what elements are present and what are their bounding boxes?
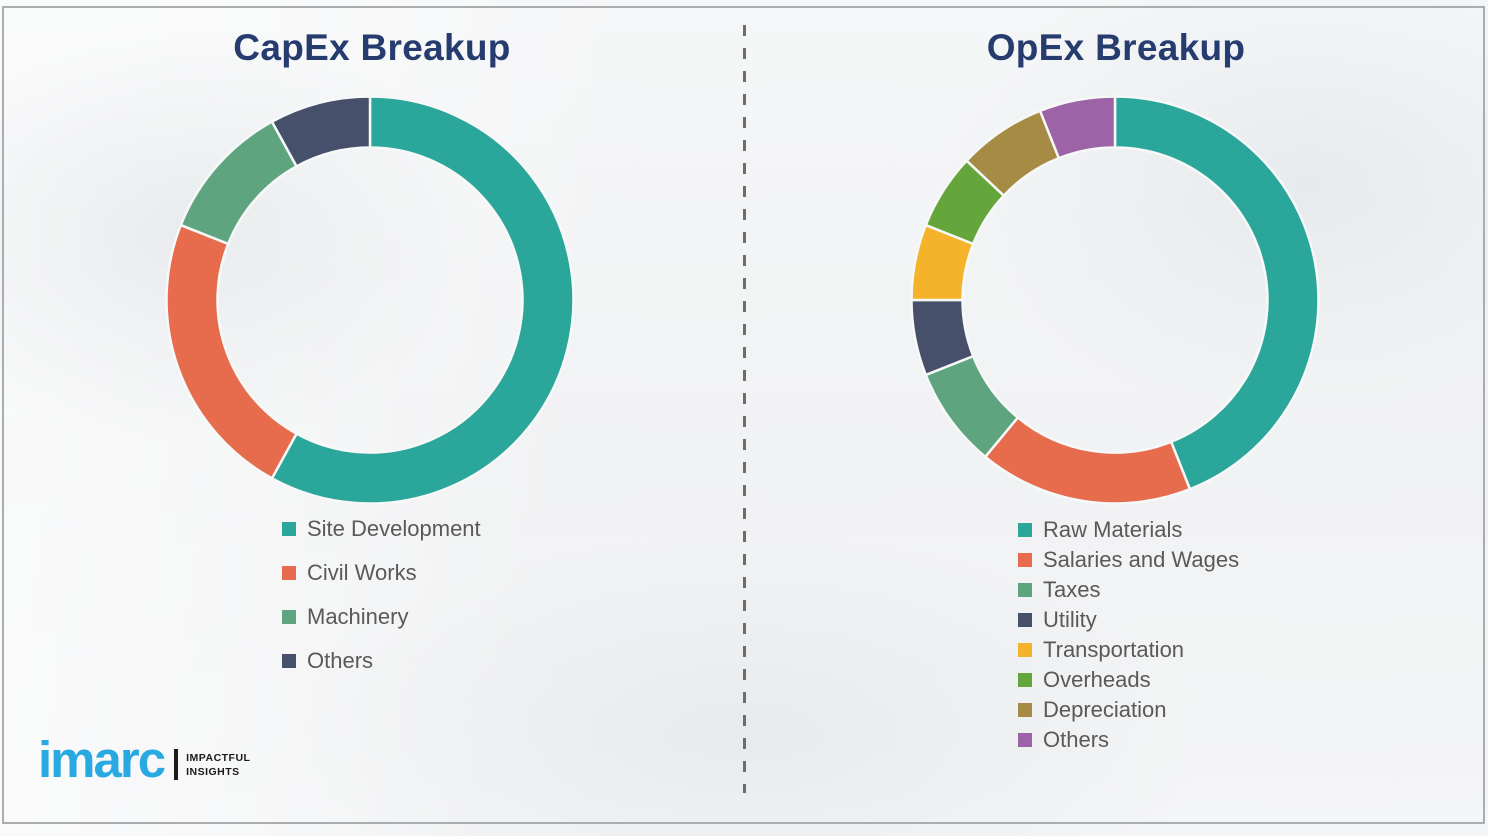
legend-swatch <box>1018 523 1032 537</box>
legend-item: Others <box>1018 727 1239 753</box>
legend-label: Site Development <box>307 516 481 541</box>
legend-swatch <box>1018 733 1032 747</box>
opex-legend: Raw Materials Salaries and Wages Taxes Util… <box>1018 517 1239 753</box>
logo-divider-bar <box>174 749 179 781</box>
donut-segment-machinery <box>179 120 298 246</box>
legend-item: Civil Works <box>282 560 481 586</box>
logo-tagline-line2: INSIGHTS <box>186 765 240 778</box>
legend-item: Depreciation <box>1018 697 1239 723</box>
legend-swatch <box>1018 673 1032 687</box>
legend-label: Overheads <box>1043 667 1151 692</box>
legend-item: Utility <box>1018 607 1239 633</box>
legend-label: Civil Works <box>307 560 417 585</box>
donut-segment-salaries-and-wages <box>984 416 1192 505</box>
legend-item: Site Development <box>282 516 481 542</box>
legend-swatch <box>282 522 296 536</box>
legend-swatch <box>1018 643 1032 657</box>
legend-label: Utility <box>1043 607 1097 632</box>
donut-segment-civil-works <box>165 223 298 480</box>
legend-label: Others <box>307 648 374 673</box>
legend-swatch <box>1018 703 1032 717</box>
legend-swatch <box>1018 553 1032 567</box>
capex-chart-title: CapEx Breakup <box>233 27 511 68</box>
capex-legend: Site Development Civil Works Machinery Othe… <box>282 516 481 674</box>
capex-donut-chart <box>165 95 575 505</box>
imarc-logo: imarc IMPACTFUL INSIGHTS <box>38 731 250 788</box>
legend-item: Machinery <box>282 604 481 630</box>
logo-text: imarc <box>38 731 166 788</box>
donut-segment-raw-materials <box>1113 95 1320 491</box>
legend-swatch <box>282 654 296 668</box>
legend-item: Raw Materials <box>1018 517 1239 543</box>
legend-label: Raw Materials <box>1043 517 1183 542</box>
legend-swatch <box>282 610 296 624</box>
logo-tagline: IMPACTFUL INSIGHTS <box>186 752 250 779</box>
legend-label: Depreciation <box>1043 697 1167 722</box>
donut-segment-others <box>1038 95 1117 160</box>
legend-swatch <box>1018 613 1032 627</box>
opex-chart-title: OpEx Breakup <box>986 27 1246 68</box>
donut-segment-others <box>270 95 372 168</box>
legend-label: Others <box>1043 727 1110 752</box>
divider-dashed-line <box>743 25 746 793</box>
legend-swatch <box>1018 583 1032 597</box>
opex-donut-chart <box>910 95 1320 505</box>
legend-item: Transportation <box>1018 637 1239 663</box>
legend-item: Overheads <box>1018 667 1239 693</box>
legend-label: Salaries and Wages <box>1043 547 1240 572</box>
legend-item: Taxes <box>1018 577 1239 603</box>
legend-item: Others <box>282 648 481 674</box>
legend-label: Transportation <box>1043 637 1185 662</box>
legend-label: Machinery <box>307 604 409 629</box>
legend-label: Taxes <box>1043 577 1101 602</box>
donut-segment-site-development <box>270 95 575 505</box>
logo-tagline-line1: IMPACTFUL <box>186 752 251 765</box>
legend-item: Salaries and Wages <box>1018 547 1239 573</box>
legend-swatch <box>282 566 296 580</box>
